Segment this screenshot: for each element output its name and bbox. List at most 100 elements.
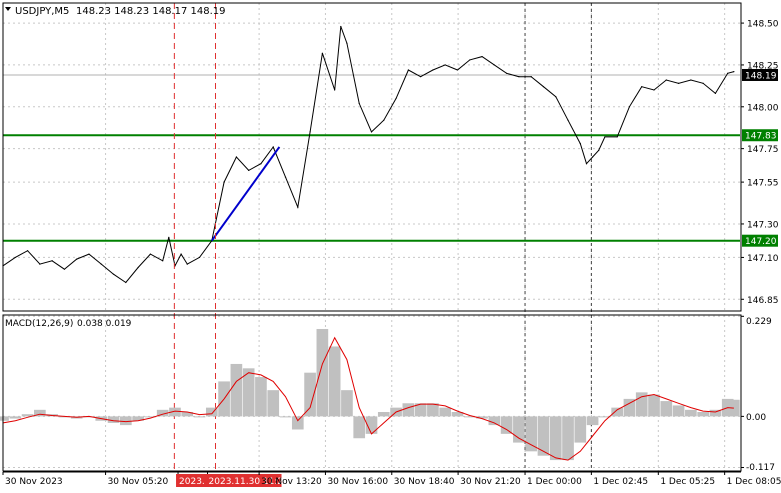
level-price-label: 147.83: [745, 132, 777, 142]
x-tick-label: 1 Dec 00:00: [527, 477, 582, 487]
price-point: [604, 136, 606, 138]
triangle-down-icon[interactable]: [5, 7, 11, 11]
price-point: [616, 136, 618, 138]
price-point: [585, 163, 588, 165]
x-tick-label: 30 Nov 05:20: [108, 477, 169, 487]
price-point: [727, 72, 729, 74]
x-tick-label: 1 Dec 02:45: [593, 477, 648, 487]
price-point: [665, 79, 667, 81]
price-panel-frame: [2, 2, 742, 312]
level-price-label: 147.20: [745, 237, 777, 247]
price-point: [248, 169, 250, 171]
macd-histogram-bar: [414, 403, 427, 417]
macd-histogram-bar: [562, 416, 574, 461]
macd-histogram-bar: [513, 416, 525, 443]
macd-histogram-bar: [328, 346, 341, 417]
price-point: [235, 156, 237, 158]
grid-layer: [2, 3, 740, 471]
price-point: [518, 76, 520, 78]
macd-histogram-bar: [463, 416, 476, 418]
macd-histogram-bar: [181, 412, 194, 417]
price-point: [469, 59, 471, 61]
price-point: [481, 55, 483, 58]
price-point: [346, 42, 348, 44]
price-point: [334, 89, 336, 91]
macd-histogram-bar: [156, 409, 169, 417]
price-point: [223, 181, 225, 183]
macd-histogram-bar: [193, 416, 206, 418]
macd-y-tick-label: -0.117: [746, 463, 775, 473]
macd-histogram-bar: [599, 416, 611, 418]
macd-histogram-bar: [488, 416, 501, 426]
macd-histogram-bar: [205, 407, 218, 417]
price-point: [677, 82, 680, 84]
macd-histogram-bar: [660, 401, 673, 417]
level-price-tag: [742, 234, 778, 247]
macd-histogram-bar: [525, 416, 538, 452]
price-point: [714, 92, 717, 94]
macd-histogram-bar: [341, 390, 353, 417]
y-tick-label: 147.55: [747, 179, 779, 189]
macd-histogram-bar: [353, 416, 366, 439]
y-tick-label: 148.25: [747, 61, 779, 71]
price-point: [598, 149, 600, 151]
macd-histogram-bar: [709, 409, 722, 417]
macd-histogram-bar: [672, 405, 685, 417]
price-point: [579, 143, 581, 145]
highlight-time-tag: [205, 474, 282, 487]
price-point: [180, 253, 182, 255]
trend-line: [211, 146, 281, 242]
macd-header: MACD(12,26,9) 0.038 0.019: [5, 319, 132, 329]
price-point: [162, 260, 164, 262]
macd-histogram-bar: [635, 392, 648, 417]
price-point: [370, 131, 373, 133]
price-point: [149, 253, 151, 255]
macd-histogram-bar: [648, 394, 660, 417]
price-point: [506, 72, 508, 74]
macd-histogram-bar: [144, 416, 157, 418]
macd-histogram-bar: [230, 363, 243, 417]
price-point: [444, 64, 446, 66]
macd-histogram-bar: [685, 409, 697, 417]
price-point: [530, 76, 532, 78]
current-price-tag: [742, 68, 778, 81]
macd-values: 0.038 0.019: [77, 319, 132, 329]
x-tick-label: 30 Nov 2023: [5, 477, 63, 487]
x-tick-label: 30 Nov 13:20: [261, 477, 322, 487]
price-point: [39, 263, 41, 265]
price-point: [14, 256, 16, 259]
price-point: [88, 253, 90, 255]
price-point: [641, 86, 643, 88]
price-point: [456, 69, 459, 71]
axes-layer: 148.50 148.25 148.00 147.75 147.55 147.30 147.…: [2, 20, 781, 487]
price-point: [358, 102, 360, 105]
macd-histogram-bar: [0, 416, 9, 421]
price-point: [690, 79, 692, 81]
price-point: [383, 119, 385, 121]
y-tick-label: 147.75: [747, 145, 779, 155]
highlight-time-label: 2023.11.30 11:25: [209, 477, 289, 487]
y-tick-label: 147.30: [747, 220, 779, 230]
price-point: [186, 263, 188, 265]
price-plot: [2, 3, 740, 471]
price-point: [112, 273, 115, 275]
macd-histogram-bar: [107, 416, 120, 423]
x-tick-label: 30 Nov 18:40: [394, 477, 455, 487]
highlight-time-label: 2023.11...: [179, 477, 225, 487]
price-point: [395, 97, 397, 100]
price-point: [321, 52, 323, 54]
price-point: [168, 236, 170, 238]
macd-histogram-bar: [537, 416, 550, 456]
price-point: [702, 82, 704, 84]
macd-histogram-bar: [291, 416, 304, 430]
macd-y-tick-label: 0.229: [746, 317, 772, 327]
price-point: [555, 96, 557, 98]
price-point: [272, 146, 274, 148]
macd-signal-line: [2, 336, 734, 461]
macd-histogram-bar: [476, 416, 488, 419]
macd-histogram-bar: [279, 416, 292, 418]
price-point: [51, 260, 53, 262]
y-tick-label: 148.50: [747, 20, 779, 30]
price-point: [420, 76, 422, 78]
